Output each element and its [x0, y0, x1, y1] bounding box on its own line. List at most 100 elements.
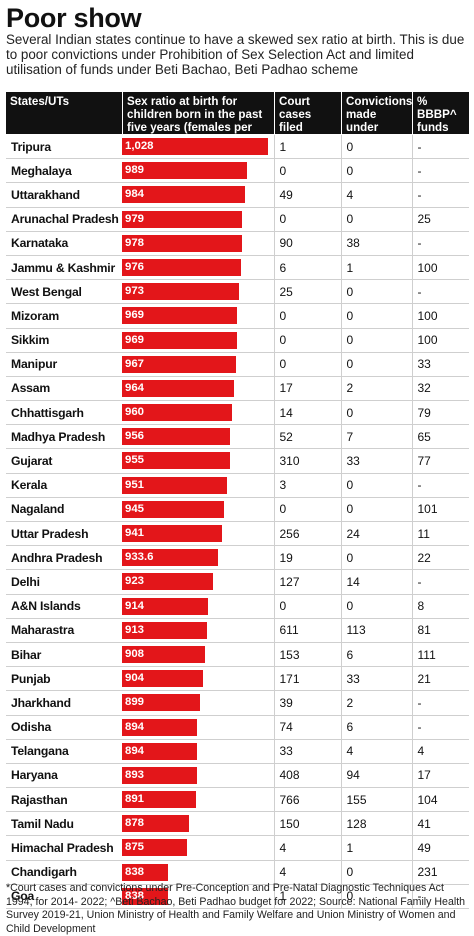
bar-cell: 955: [122, 448, 274, 474]
state-label: Meghalaya: [6, 158, 122, 184]
sex-ratio-bar: [122, 694, 201, 712]
sex-ratio-value: 904: [125, 672, 145, 685]
convictions-cell: 0: [340, 400, 412, 426]
convictions-cell: 6: [340, 642, 412, 668]
bar-cell: 893: [122, 763, 274, 789]
funds-utilised-cell: -: [411, 715, 469, 740]
sex-ratio-bar: [122, 839, 188, 857]
funds-utilised-cell: 49: [411, 835, 469, 861]
funds-utilised-cell: 11: [411, 521, 469, 547]
convictions-cell: 0: [340, 497, 412, 523]
sex-ratio-bar: [122, 452, 230, 470]
funds-utilised-cell: -: [411, 569, 469, 595]
state-label: Himachal Pradesh: [6, 835, 122, 861]
sex-ratio-value: 894: [125, 744, 145, 757]
convictions-cell: 0: [340, 303, 412, 329]
sex-ratio-bar: [122, 186, 245, 204]
court-cases-cell: 408: [273, 763, 341, 789]
state-label: Mizoram: [6, 303, 122, 329]
funds-utilised-cell: 4: [411, 739, 469, 764]
court-cases-cell: 0: [273, 594, 341, 619]
convictions-cell: 0: [340, 473, 412, 498]
sex-ratio-bar: [122, 718, 198, 736]
court-cases-cell: 3: [273, 473, 341, 498]
convictions-cell: 0: [340, 328, 412, 353]
convictions-cell: 0: [340, 594, 412, 619]
bar-cell: 976: [122, 255, 274, 281]
table-row: Uttarakhand 984 49 4-: [6, 182, 469, 208]
sex-ratio-value: 908: [125, 647, 145, 660]
table-row: Himachal Pradesh 875 4 1 49: [6, 835, 469, 861]
data-table: Tripura 1,028 1 0- Meghalaya 989 0 0- Uttarakhan…: [6, 135, 469, 910]
state-label: Gujarat: [6, 448, 122, 474]
state-label: Punjab: [6, 666, 122, 692]
state-label: Nagaland: [6, 497, 122, 523]
bar-cell: 941: [122, 521, 274, 547]
column-header-convictions: Convictions made under PNDT Act*: [341, 92, 412, 147]
table-row: Kerala 951 3 0-: [6, 473, 469, 498]
sex-ratio-value: 969: [125, 309, 145, 322]
bar-cell: 923: [122, 569, 274, 595]
sex-ratio-value: 979: [125, 212, 145, 225]
sex-ratio-bar: [122, 645, 205, 663]
court-cases-cell: 0: [273, 497, 341, 523]
sex-ratio-bar: [122, 234, 242, 252]
court-cases-cell: 33: [273, 739, 341, 764]
convictions-cell: 1: [340, 255, 412, 281]
sex-ratio-bar: [122, 355, 236, 373]
sex-ratio-value: 973: [125, 285, 145, 298]
table-row: Karnataka 978 90 38-: [6, 231, 469, 256]
sex-ratio-value: 945: [125, 502, 145, 515]
court-cases-cell: 39: [273, 690, 341, 716]
bar-cell: 973: [122, 279, 274, 305]
bar-cell: 960: [122, 400, 274, 426]
sex-ratio-value: 951: [125, 478, 145, 491]
table-row: Telangana 894 33 4 4: [6, 739, 469, 764]
table-row: Rajasthan 891 766 155 104: [6, 787, 469, 813]
convictions-cell: 38: [340, 231, 412, 256]
funds-utilised-cell: 8: [411, 594, 469, 619]
bar-cell: 913: [122, 618, 274, 643]
sex-ratio-bar: [122, 766, 197, 784]
bar-cell: 969: [122, 303, 274, 329]
court-cases-cell: 150: [273, 811, 341, 837]
bar-cell: 914: [122, 594, 274, 619]
bar-cell: 933.6: [122, 545, 274, 571]
table-row: Uttar Pradesh 941 256 24 11: [6, 521, 469, 547]
court-cases-cell: 1: [273, 884, 341, 910]
footnote: *Court cases and convictions under Pre-C…: [6, 882, 466, 935]
table-row: Tripura 1,028 1 0-: [6, 135, 469, 160]
table-row: Mizoram 969 0 0 100: [6, 303, 469, 329]
state-label: Manipur: [6, 352, 122, 377]
bar-cell: 967: [122, 352, 274, 377]
table-row: West Bengal 973 25 0-: [6, 279, 469, 305]
funds-utilised-cell: 77: [411, 448, 469, 474]
sex-ratio-bar: [122, 887, 168, 905]
funds-utilised-cell: 104: [411, 787, 469, 813]
bar-cell: 978: [122, 231, 274, 256]
convictions-cell: 2: [340, 376, 412, 402]
sex-ratio-value: 960: [125, 406, 145, 419]
chart-subtitle: Several Indian states continue to have a…: [6, 32, 465, 77]
funds-utilised-cell: 25: [411, 207, 469, 232]
sex-ratio-bar: [122, 210, 243, 228]
bar-cell: 956: [122, 424, 274, 450]
sex-ratio-bar: [122, 428, 231, 446]
convictions-cell: 0: [340, 279, 412, 305]
court-cases-cell: 17: [273, 376, 341, 402]
table-row: Andhra Pradesh 933.6 19 0 22: [6, 545, 469, 571]
bar-cell: 894: [122, 715, 274, 740]
funds-utilised-cell: 17: [411, 763, 469, 789]
sex-ratio-bar: [122, 500, 225, 518]
sex-ratio-bar: [122, 379, 235, 397]
sex-ratio-value: 894: [125, 720, 145, 733]
funds-utilised-cell: 100: [411, 303, 469, 329]
convictions-cell: 1: [340, 835, 412, 861]
court-cases-cell: 0: [273, 328, 341, 353]
court-cases-cell: 4: [273, 860, 341, 885]
convictions-cell: 0: [340, 860, 412, 885]
sex-ratio-value: 964: [125, 381, 145, 394]
funds-utilised-cell: 22: [411, 545, 469, 571]
column-header-state: States/UTs: [6, 92, 122, 134]
sex-ratio-bar: [122, 258, 241, 276]
